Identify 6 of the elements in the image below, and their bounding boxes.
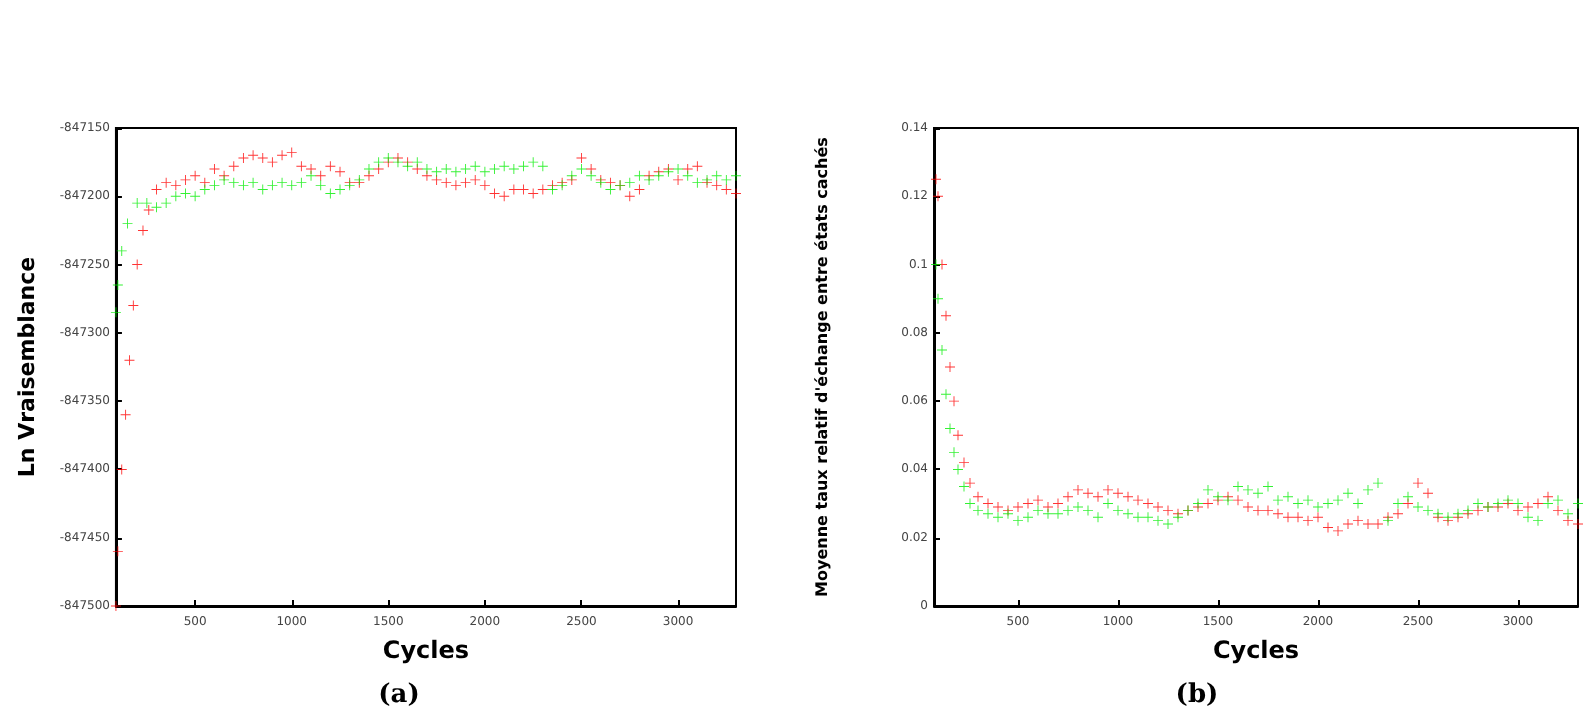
text: (a): [378, 680, 420, 710]
x-axis-title: Cycles: [382, 635, 470, 664]
text: (b): [1175, 680, 1219, 710]
y-axis-title: Moyenne taux relatif d'échange entre états cachés: [813, 136, 831, 597]
x-axis-title: Cycles: [1212, 635, 1300, 664]
y-axis-title: Ln Vraisemblance: [14, 256, 40, 478]
